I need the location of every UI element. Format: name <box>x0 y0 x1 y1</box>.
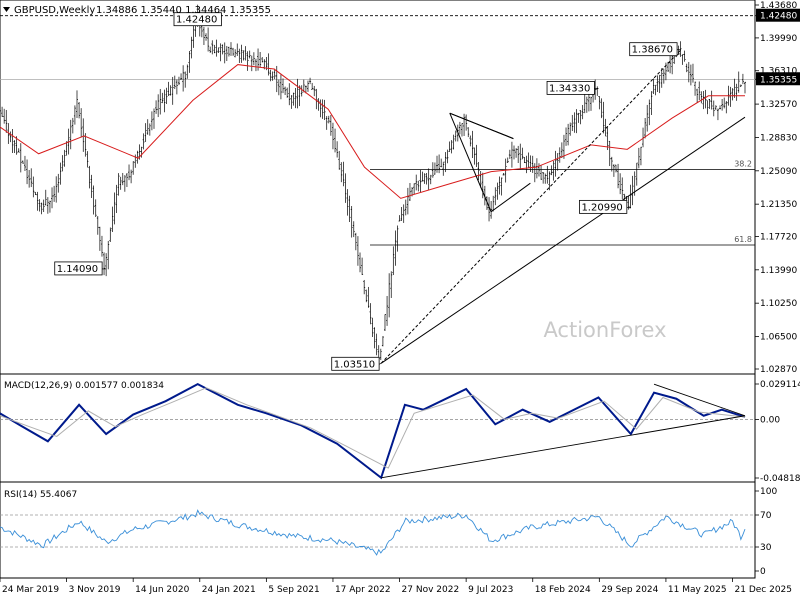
y-tick-label: 1.13990 <box>760 266 797 276</box>
y-tick-label: 1.06500 <box>760 333 797 343</box>
y-tick-label: 1.28830 <box>760 133 797 143</box>
annotation-box <box>546 80 595 95</box>
y-tick-label: 1.39990 <box>760 34 797 44</box>
annotation-box <box>173 12 222 27</box>
moving-average-line <box>0 64 745 199</box>
rsi-tick-label: 0 <box>760 567 766 577</box>
annotation-box <box>579 199 628 214</box>
macd-line <box>0 383 746 480</box>
rsi-title: RSI(14) 55.4067 <box>4 490 77 500</box>
x-tick-label: 11 May 2025 <box>668 585 727 595</box>
rsi-tick-label: 100 <box>760 487 777 497</box>
y-tick-label: 1.36310 <box>760 67 797 77</box>
macd-trendline <box>653 383 746 417</box>
macd-tick-label: -0.048189 <box>760 474 800 484</box>
trendline <box>490 182 531 213</box>
annotation-label: 1.34330 <box>549 83 590 94</box>
annotation-label: 1.03510 <box>334 359 375 370</box>
annotation-label: 1.14090 <box>57 264 98 275</box>
macd-trendline <box>381 415 746 479</box>
macd-tick-label: 0.00 <box>760 415 780 425</box>
x-tick-label: 24 Jan 2021 <box>202 585 256 595</box>
macd-tick-label: 0.029114 <box>760 380 800 390</box>
rsi-tick-label: 30 <box>760 543 772 553</box>
y-tick-label: 1.02870 <box>760 365 797 375</box>
annotation-label: 1.38670 <box>632 45 673 56</box>
level-price-label: 1.42480 <box>760 12 797 22</box>
macd-title: MACD(12,26,9) 0.001577 0.001834 <box>4 381 164 391</box>
annotation-label: 1.20990 <box>581 202 622 213</box>
dropdown-triangle-icon <box>3 7 10 12</box>
x-tick-label: 27 Nov 2022 <box>402 585 460 595</box>
current-price-label: 1.35355 <box>760 75 797 85</box>
trendline <box>449 112 492 212</box>
ohlc-readout: 1.34886 1.35440 1.34464 1.35355 <box>96 5 271 16</box>
trendline <box>449 112 514 140</box>
level-price-tag <box>756 8 800 22</box>
trendline <box>380 116 746 364</box>
rsi-line <box>0 509 746 556</box>
x-tick-label: 17 Apr 2022 <box>335 585 391 595</box>
annotation-box <box>629 42 678 57</box>
rsi-panel-frame <box>0 481 756 579</box>
annotation-box <box>331 356 380 371</box>
annotation-label: 1.42480 <box>176 15 217 26</box>
current-price-tag <box>756 72 800 86</box>
x-tick-label: 29 Sep 2024 <box>601 585 658 595</box>
fib-level-label: 61.8 <box>734 235 752 244</box>
y-tick-label: 1.17720 <box>760 233 797 243</box>
y-tick-label: 1.25090 <box>760 167 797 177</box>
y-tick-label: 1.43680 <box>760 1 797 11</box>
price-panel-frame <box>0 0 756 375</box>
symbol-title: GBPUSD,Weekly 1.34886 1.35440 1.34464 1.… <box>3 5 271 16</box>
x-tick-label: 9 Jul 2023 <box>468 585 513 595</box>
symbol-label: GBPUSD,Weekly <box>14 5 95 16</box>
x-tick-label: 5 Sep 2021 <box>268 585 319 595</box>
y-tick-label: 1.21350 <box>760 200 797 210</box>
x-tick-label: 18 Feb 2024 <box>535 585 591 595</box>
macd-panel-frame <box>0 373 756 483</box>
signal-line <box>0 387 746 469</box>
rsi-tick-label: 70 <box>760 511 772 521</box>
dashed-trendline <box>380 49 682 364</box>
fib-level-label: 38.2 <box>734 160 752 169</box>
x-tick-label: 21 Dec 2025 <box>735 585 793 595</box>
annotation-box <box>54 261 103 276</box>
x-tick-label: 14 Jun 2020 <box>135 585 189 595</box>
y-tick-label: 1.10250 <box>760 299 797 309</box>
y-tick-label: 1.32570 <box>760 100 797 110</box>
watermark-text: ActionForex <box>543 318 666 342</box>
x-tick-label: 3 Nov 2019 <box>69 585 121 595</box>
x-tick-label: 24 Mar 2019 <box>2 585 59 595</box>
